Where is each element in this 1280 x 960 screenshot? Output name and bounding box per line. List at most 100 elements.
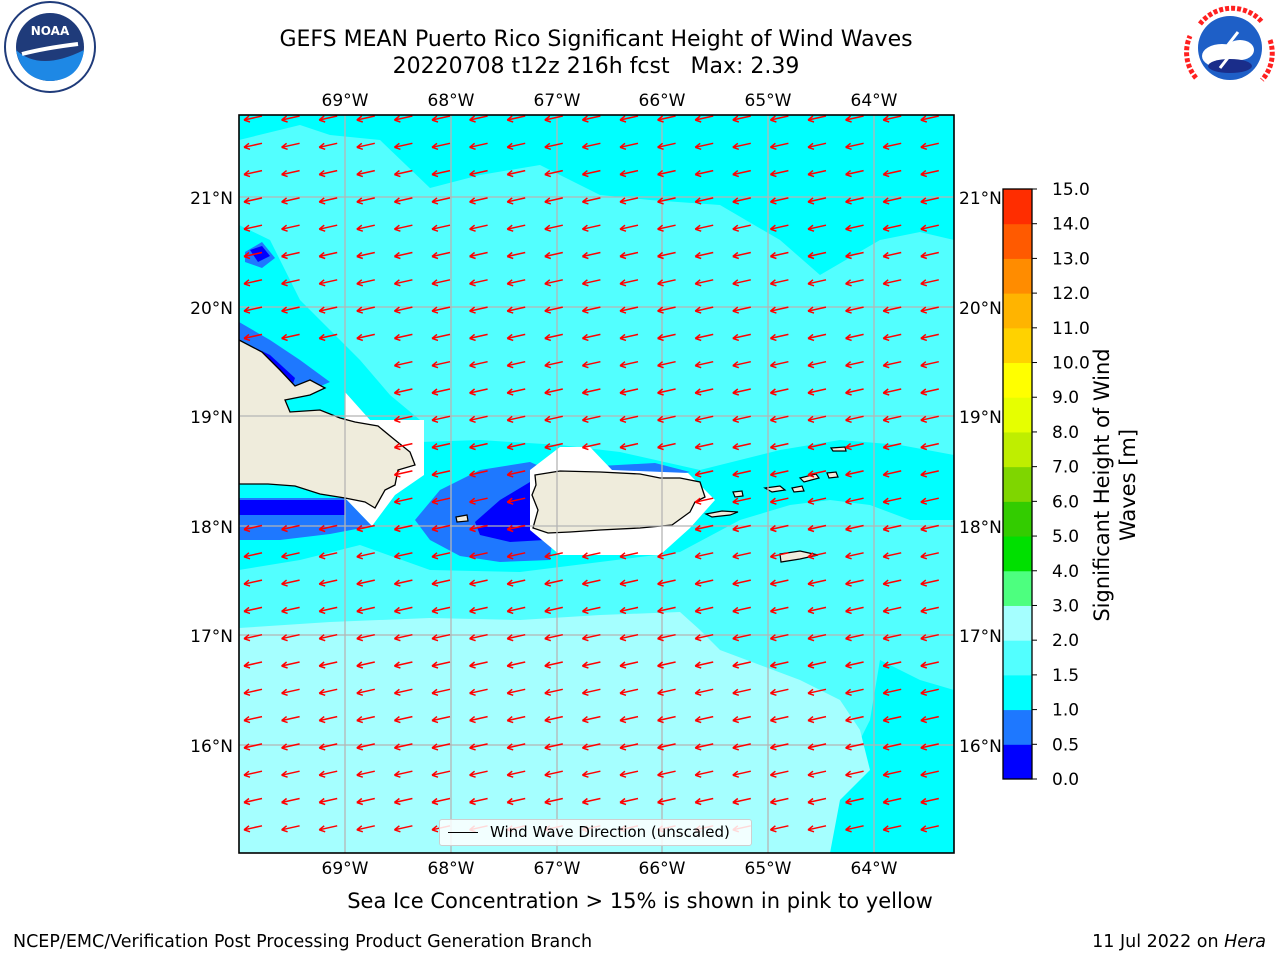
wind-wave-arrow [318,633,338,642]
wind-wave-arrow [920,797,939,806]
wind-wave-arrow [281,524,300,533]
wind-wave-arrow [920,633,939,642]
wind-wave-arrow [732,770,751,778]
wind-wave-arrow [769,661,789,669]
wind-wave-arrow [769,388,789,396]
lat-tick-right-17: 17°N [959,627,1002,647]
chart-title: GEFS MEAN Puerto Rico Significant Height… [0,26,1192,80]
title-line-1: GEFS MEAN Puerto Rico Significant Height… [279,27,913,52]
wind-wave-arrow [732,579,751,587]
wind-wave-arrow [882,115,902,123]
wind-wave-arrow [506,197,526,205]
date-credit: 11 Jul 2022 on Hera [1092,932,1266,952]
colorbar-swatch [1003,362,1032,398]
wind-wave-arrow [431,552,451,560]
wind-wave-arrow [356,770,375,778]
wind-wave-arrow [281,306,300,314]
wind-wave-arrow [243,279,263,287]
lat-tick-left-21: 21°N [190,189,233,209]
wind-wave-arrow [732,524,751,533]
wind-wave-arrow [581,251,601,260]
wind-wave-arrow [243,306,263,314]
wind-wave-arrow [920,606,939,615]
wind-wave-arrow [882,360,902,369]
wind-wave-arrow [619,306,639,314]
wind-wave-arrow [431,251,451,260]
wave-band-1-0-to-1-5-southeast [820,660,954,853]
wind-wave-arrow [845,552,864,560]
wind-wave-arrow [318,224,338,232]
colorbar-swatch [1003,258,1032,294]
wind-wave-arrow [356,552,375,560]
wind-wave-arrow [581,306,601,314]
wind-wave-arrow [469,633,488,642]
wind-wave-arrow [243,688,263,697]
wind-wave-arrow [619,606,639,615]
wind-wave-arrow [619,715,639,724]
wind-wave-arrow [769,251,789,260]
colorbar-label-line-1: Significant Height of Wind [1090,348,1114,622]
wind-wave-arrow [469,743,488,751]
wind-wave-arrow [882,142,902,151]
wind-wave-arrow [882,524,902,533]
wind-wave-arrow [469,715,488,724]
wind-wave-arrow [431,333,451,342]
wind-wave-arrow [581,797,601,806]
wind-wave-arrow [920,524,939,533]
wind-wave-arrow [694,197,714,205]
wind-wave-arrow [318,552,338,560]
wind-wave-arrow [506,552,526,560]
wind-wave-arrow [581,715,601,724]
wind-wave-arrow [544,743,563,751]
colorbar-tick-label: 11.0 [1052,319,1090,339]
wind-wave-arrow [920,388,939,396]
wind-wave-arrow [318,770,338,778]
wind-wave-arrow [619,743,639,751]
wind-wave-arrow [845,688,864,697]
wind-wave-arrow [807,306,827,314]
wind-wave-arrow [506,743,526,751]
wave-band-1-0-to-1-5 [239,115,954,275]
lat-tick-left-18: 18°N [190,518,233,538]
wind-wave-arrow [393,360,413,369]
wind-wave-arrow [281,224,300,232]
colorbar-tick-label: 9.0 [1052,388,1079,408]
wind-wave-arrow [318,606,338,615]
lon-tick-top-64: 64°W [851,91,898,111]
wind-wave-arrow [318,688,338,697]
wind-wave-arrow [694,688,714,697]
wind-wave-arrow [469,688,488,697]
wind-wave-arrow [769,579,789,587]
wind-wave-arrow [243,524,263,533]
wind-wave-arrow [506,333,526,342]
lat-tick-right-16: 16°N [959,737,1002,757]
wind-wave-arrow [281,579,300,587]
colorbar-swatch [1003,605,1032,641]
map-gridlines [239,115,954,853]
wind-wave-arrow [807,388,827,396]
wind-wave-arrow [243,197,263,205]
colorbar-swatch [1003,397,1032,433]
wind-wave-arrow [318,169,338,178]
wind-wave-arrow [882,470,902,478]
wind-wave-arrow [769,797,789,806]
wind-wave-arrow [845,415,864,424]
colorbar-tick-label: 12.0 [1052,284,1090,304]
colorbar-tick-label: 4.0 [1052,562,1079,582]
wind-wave-arrow [807,552,827,560]
wind-wave-arrow [469,770,488,778]
wind-wave-arrow [920,333,939,342]
map-frame [238,114,955,854]
wind-wave-arrows [243,115,939,833]
wind-wave-arrow [769,770,789,778]
wind-wave-arrow [845,797,864,806]
wind-wave-arrow [845,825,864,833]
wind-wave-arrow [393,169,413,178]
wind-wave-arrow [356,251,375,260]
colorbar-tick-label: 8.0 [1052,423,1079,443]
wind-wave-arrow [657,224,676,232]
noaa-logo-text: NOAA [31,24,70,38]
wind-wave-arrow [657,415,676,424]
wind-wave-arrow [356,715,375,724]
lon-tick-bottom-68: 68°W [428,859,475,879]
